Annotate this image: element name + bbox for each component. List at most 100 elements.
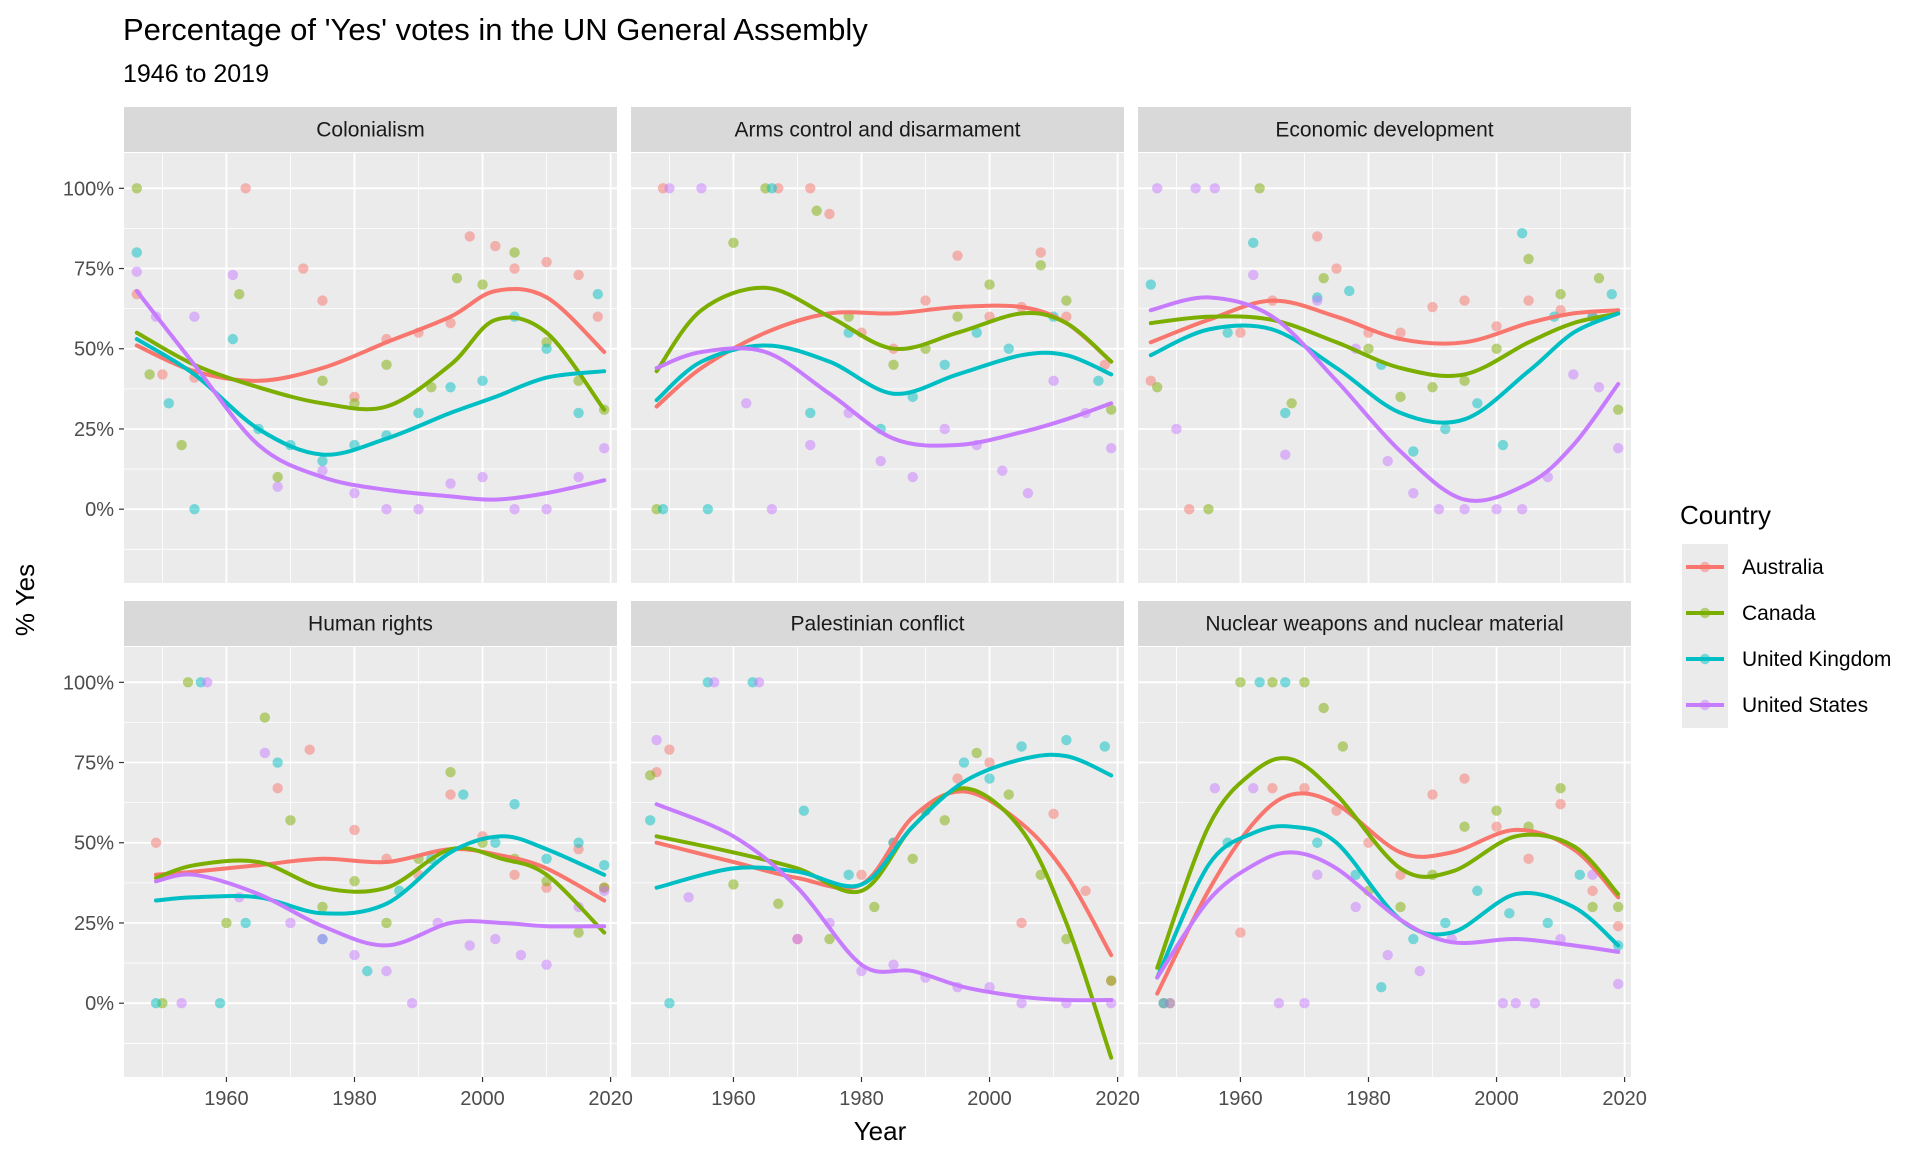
strip-background [124, 601, 617, 646]
point-canada [176, 439, 187, 451]
point-united-kingdom [1254, 677, 1265, 688]
strip-background [1138, 107, 1631, 152]
points-layer [651, 183, 1117, 515]
point-australia [1299, 782, 1310, 794]
point-united-states [1382, 455, 1393, 467]
point-united-kingdom [958, 757, 970, 768]
point-canada [573, 927, 584, 938]
point-united-kingdom [189, 503, 200, 515]
point-united-states [464, 940, 475, 951]
point-canada [728, 237, 739, 249]
point-united-kingdom [798, 805, 810, 816]
x-tick-label: 2000 [1474, 1088, 1519, 1110]
point-canada [509, 247, 520, 258]
point-united-states [1491, 503, 1502, 515]
point-australia [349, 824, 360, 836]
point-canada [1203, 503, 1214, 515]
strip-label: Nuclear weapons and nuclear material [1205, 613, 1563, 636]
point-united-states [259, 747, 271, 759]
point-united-states [1022, 487, 1034, 499]
point-united-kingdom [598, 860, 610, 871]
point-australia [664, 744, 675, 755]
y-tick-label: 0% [85, 499, 114, 521]
point-united-kingdom [490, 837, 501, 848]
x-tick-label: 1960 [204, 1088, 249, 1110]
point-canada [824, 933, 835, 945]
point-united-states [1171, 423, 1182, 435]
smooth-line-australia [154, 847, 607, 903]
point-united-kingdom [541, 343, 552, 354]
point-united-kingdom [843, 869, 854, 881]
x-axis-title: Year [854, 1116, 907, 1146]
point-united-kingdom [984, 773, 995, 784]
point-canada [234, 288, 245, 300]
point-australia [1587, 885, 1598, 897]
point-canada [773, 898, 784, 909]
point-australia [1035, 247, 1046, 258]
point-united-states [753, 677, 765, 688]
point-united-states [202, 677, 213, 688]
point-canada [1337, 741, 1349, 752]
point-united-states [131, 266, 143, 277]
point-united-states [683, 892, 694, 903]
point-united-states [1164, 997, 1176, 1009]
point-canada [272, 471, 283, 483]
panel-colonialism: Colonialism 0% 25% 50% 75% 100% [63, 107, 617, 583]
point-united-kingdom [1145, 279, 1157, 290]
legend-key-point [1699, 561, 1711, 573]
strip-background [124, 107, 617, 152]
point-united-kingdom [240, 917, 251, 929]
y-tick-label: 100% [63, 178, 114, 200]
point-canada [1395, 901, 1406, 913]
legend-title: Country [1680, 500, 1771, 530]
y-tick-label: 0% [85, 993, 114, 1015]
x-tick-label: 2020 [588, 1088, 633, 1110]
point-canada [1061, 295, 1072, 306]
smooth-line-canada [1155, 756, 1621, 970]
point-united-states [541, 959, 552, 970]
smooth-line-canada [1148, 311, 1621, 378]
point-united-states [907, 471, 918, 483]
point-canada [1299, 677, 1310, 688]
point-united-states [1510, 997, 1521, 1009]
point-united-kingdom [1408, 446, 1419, 457]
point-united-states [1612, 978, 1624, 990]
point-united-states [1529, 997, 1541, 1009]
point-united-kingdom [1344, 285, 1355, 297]
point-united-kingdom [1574, 869, 1585, 881]
point-united-states [1299, 997, 1310, 1009]
point-united-states [541, 503, 552, 515]
point-united-states [272, 481, 283, 492]
y-tick-label: 50% [74, 339, 114, 361]
x-tick-label: 2000 [460, 1088, 505, 1110]
point-canada [1395, 391, 1406, 403]
point-canada [1363, 343, 1374, 354]
point-australia [150, 837, 162, 848]
point-united-states [509, 503, 520, 515]
smooth-line-australia [1148, 298, 1621, 346]
point-canada [221, 917, 232, 929]
point-canada [144, 369, 155, 380]
point-united-states [1312, 295, 1323, 306]
point-united-states [792, 933, 803, 945]
point-united-kingdom [657, 503, 669, 515]
point-australia [1555, 799, 1566, 810]
point-canada [1491, 805, 1502, 816]
point-united-states [696, 183, 707, 194]
point-united-kingdom [445, 382, 456, 393]
legend-entry-united-states: United States [1682, 682, 1868, 728]
point-united-kingdom [362, 965, 373, 977]
point-united-kingdom [458, 789, 469, 800]
smooth-line-canada [134, 315, 607, 412]
point-canada [1459, 821, 1470, 832]
point-australia [240, 183, 251, 194]
point-australia [1016, 917, 1027, 929]
smooth-line-australia [134, 286, 607, 383]
point-canada [811, 205, 822, 216]
point-united-kingdom [1606, 288, 1617, 300]
legend-key-point [1699, 653, 1711, 665]
point-australia [509, 263, 520, 274]
panel-economic-development: Economic development [1138, 107, 1631, 583]
strip-label: Human rights [308, 613, 433, 636]
point-australia [1099, 359, 1110, 370]
